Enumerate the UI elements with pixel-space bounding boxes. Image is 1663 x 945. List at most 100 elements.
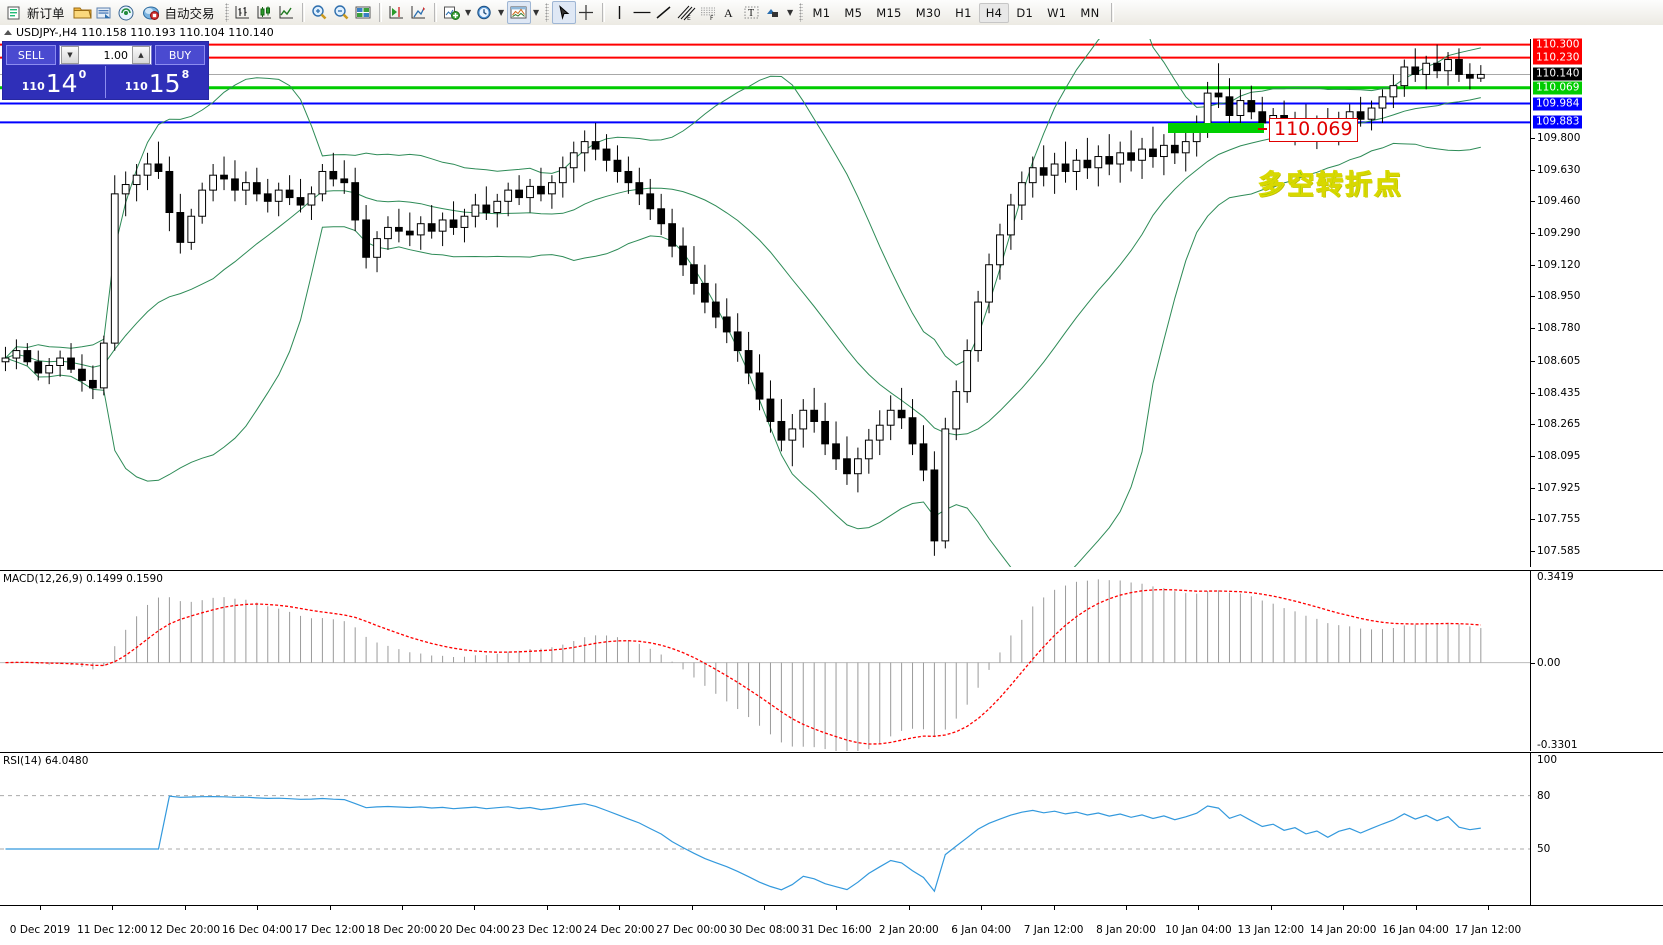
- time-axis[interactable]: 0 Dec 2019 11 Dec 12:00 12 Dec 20:00 16 Dec…: [0, 905, 1663, 945]
- toolbar-grip-3[interactable]: [798, 3, 803, 22]
- shapes-icon[interactable]: [763, 2, 785, 23]
- price-y-label: 109.630: [1537, 163, 1581, 176]
- auto-scroll-icon[interactable]: [408, 2, 430, 23]
- tile-windows-icon[interactable]: [353, 2, 375, 23]
- time-label: 23 Dec 12:00: [511, 924, 583, 936]
- bid-pips: 14: [45, 69, 78, 98]
- crosshair-icon[interactable]: [576, 2, 598, 23]
- macd-y-label: 0.00: [1537, 656, 1561, 669]
- shift-end-icon[interactable]: [386, 2, 408, 23]
- main-toolbar[interactable]: 新订单 自动交易: [0, 0, 1663, 26]
- timeframe-d1[interactable]: D1: [1016, 5, 1034, 20]
- time-label: 11 Dec 12:00: [77, 924, 148, 936]
- price-pane[interactable]: 109.800 109.630 109.460 109.290 109.120 108.9…: [0, 38, 1663, 567]
- volume-increment-button[interactable]: ▲: [132, 46, 150, 64]
- time-tick: [1126, 906, 1127, 910]
- line-chart-icon[interactable]: [276, 2, 298, 23]
- timeframe-h1[interactable]: H1: [955, 5, 972, 20]
- svg-text:A: A: [724, 6, 733, 20]
- text-box-icon[interactable]: T: [741, 2, 763, 23]
- sell-button[interactable]: SELL: [6, 45, 56, 65]
- one-click-trading-panel[interactable]: SELL ▼ 1.00 ▲ BUY 110 14 0 110 15 8: [2, 41, 209, 100]
- timeframe-h4[interactable]: H4: [978, 2, 1010, 23]
- time-tick: [1198, 906, 1200, 910]
- time-label: 18 Dec 20:00: [366, 924, 438, 936]
- buy-button[interactable]: BUY: [155, 45, 205, 65]
- trade-panel-quotes: 110 14 0 110 15 8: [3, 66, 208, 98]
- fibonacci-icon[interactable]: F: [697, 2, 719, 23]
- volume-stepper[interactable]: ▼ 1.00 ▲: [59, 45, 152, 65]
- time-tick: [1343, 906, 1345, 910]
- timeframe-m15[interactable]: M15: [876, 5, 902, 20]
- timeframe-w1[interactable]: W1: [1047, 5, 1067, 20]
- period-icon[interactable]: [474, 2, 496, 23]
- indicators-icon[interactable]: [441, 2, 463, 23]
- zoom-out-icon[interactable]: [331, 2, 353, 23]
- time-label: 13 Jan 12:00: [1237, 924, 1305, 936]
- price-level-badge[interactable]: 110.140: [1533, 67, 1583, 81]
- price-level-badge[interactable]: 110.230: [1533, 51, 1583, 65]
- y-tick: [1530, 137, 1535, 139]
- time-tick: [981, 906, 983, 910]
- chart-collapse-icon[interactable]: [4, 29, 12, 35]
- templates-icon[interactable]: [506, 1, 531, 24]
- volume-decrement-button[interactable]: ▼: [61, 46, 79, 64]
- time-label: 17 Dec 12:00: [294, 924, 365, 936]
- chinese-text-annotation[interactable]: 多空转折点: [1258, 170, 1403, 202]
- volume-value[interactable]: 1.00: [103, 48, 129, 62]
- price-level-badge[interactable]: 109.883: [1533, 115, 1583, 129]
- y-tick: [1530, 201, 1535, 203]
- price-level-badge[interactable]: 110.069: [1533, 81, 1583, 95]
- timeframe-m30[interactable]: M30: [915, 5, 942, 20]
- y-tick: [1530, 264, 1535, 266]
- price-tag-annotation[interactable]: 110.069: [1269, 118, 1358, 142]
- time-label: 10 Jan 04:00: [1165, 924, 1232, 936]
- trade-panel-top[interactable]: SELL ▼ 1.00 ▲ BUY: [3, 42, 208, 66]
- price-plot: [0, 39, 1530, 567]
- macd-label: MACD(12,26,9) 0.1499 0.1590: [3, 573, 166, 585]
- macd-pane[interactable]: MACD(12,26,9) 0.1499 0.1590 0.3419 0.00 -0…: [0, 570, 1663, 751]
- bid-big-figure: 110: [21, 80, 45, 93]
- indicators-dropdown-arrow[interactable]: ▼: [464, 8, 472, 17]
- folder-icon[interactable]: [72, 2, 94, 23]
- new-order-icon: [3, 2, 25, 23]
- zoom-in-icon[interactable]: [309, 2, 331, 23]
- shapes-dropdown-arrow[interactable]: ▼: [786, 8, 794, 17]
- toolbar-grip-2[interactable]: [544, 3, 549, 22]
- ask-big-figure: 110: [124, 80, 148, 93]
- horizontal-line-icon[interactable]: [631, 2, 653, 23]
- chart-area[interactable]: 109.800 109.630 109.460 109.290 109.120 108.9…: [0, 38, 1663, 945]
- autotrading-label: 自动交易: [164, 6, 215, 21]
- cursor-icon[interactable]: [551, 1, 576, 24]
- price-y-label: 108.265: [1537, 418, 1581, 431]
- time-tick: [40, 906, 41, 910]
- vertical-line-icon[interactable]: [609, 2, 631, 23]
- bid-quote[interactable]: 110 14 0: [3, 66, 106, 98]
- price-y-label: 109.800: [1537, 131, 1581, 144]
- templates-dropdown-arrow[interactable]: ▼: [532, 8, 540, 17]
- toolbar-grip[interactable]: [224, 3, 229, 22]
- candlestick-chart-icon[interactable]: [254, 2, 276, 23]
- rsi-y-label: 100: [1537, 754, 1558, 766]
- ask-quote[interactable]: 110 15 8: [106, 66, 208, 98]
- price-y-label: 109.460: [1537, 195, 1581, 208]
- time-label: 14 Jan 20:00: [1309, 924, 1377, 936]
- text-label-icon[interactable]: A: [719, 2, 741, 23]
- market-watch-icon[interactable]: [116, 2, 138, 23]
- profiles-icon[interactable]: [94, 2, 116, 23]
- price-level-badge[interactable]: 110.300: [1533, 38, 1583, 52]
- price-y-label: 108.095: [1537, 449, 1581, 462]
- time-label: 6 Jan 04:00: [951, 924, 1012, 936]
- bar-chart-icon[interactable]: [232, 2, 254, 23]
- rsi-y-label: 50: [1537, 843, 1551, 855]
- price-level-badge[interactable]: 109.984: [1533, 97, 1583, 111]
- price-y-label: 107.925: [1537, 481, 1581, 494]
- timeframe-mn[interactable]: MN: [1080, 5, 1100, 20]
- timeframe-m5[interactable]: M5: [844, 5, 863, 20]
- timeframe-m1[interactable]: M1: [812, 5, 831, 20]
- new-order-button[interactable]: 新订单: [0, 1, 72, 24]
- trendline-icon[interactable]: [653, 2, 675, 23]
- autotrading-button[interactable]: 自动交易: [138, 1, 222, 24]
- period-dropdown-arrow[interactable]: ▼: [497, 8, 505, 17]
- equidistant-channel-icon[interactable]: E: [675, 2, 697, 23]
